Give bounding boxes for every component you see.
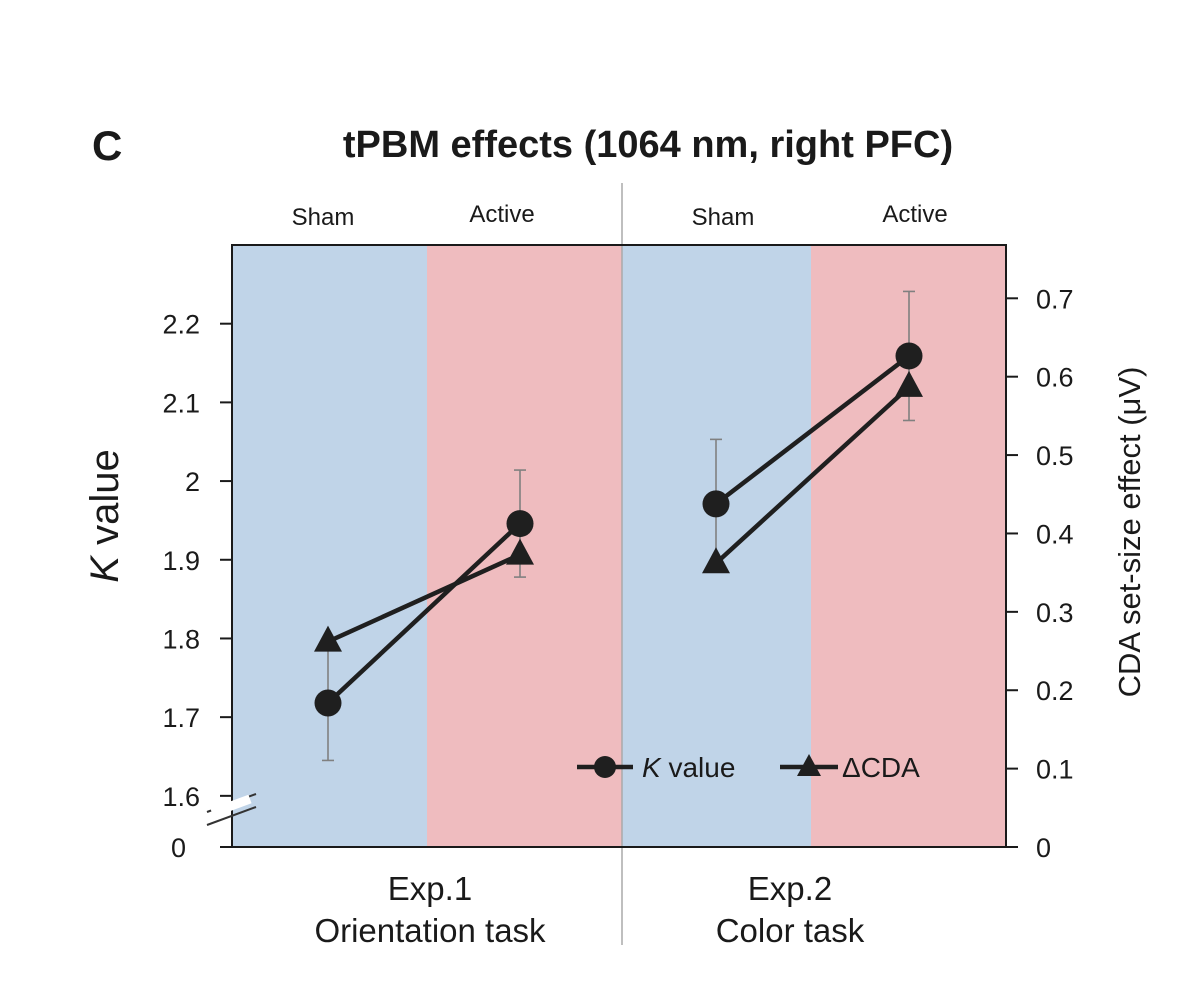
- k-value-line-exp1: [326, 521, 522, 705]
- right-axis-label: CDA set-size effect (μV): [1112, 367, 1147, 698]
- right-tick-label: 0: [1036, 833, 1051, 863]
- k-value-point-sham-exp1: [314, 689, 342, 717]
- cond-label-exp2-active: Active: [882, 201, 947, 228]
- k-value-line-exp2: [714, 354, 911, 506]
- k-value-point-sham-exp2: [702, 490, 730, 518]
- left-axis-label: K value: [83, 449, 127, 582]
- cda-point-active-exp2: [895, 370, 923, 397]
- left-tick-label: 2: [185, 467, 200, 497]
- cond-label-exp2-sham: Sham: [692, 204, 755, 231]
- left-tick-label-break: 0: [171, 833, 186, 863]
- bg-exp1-active: [427, 245, 622, 847]
- axes: 1.6 1.7 1.8 1.9 2 2.1 2.2 0 0 0.1 0.2 0.3 0.4 0.5 0.6 0…: [162, 244, 1074, 863]
- chart-title: tPBM effects (1064 nm, right PFC): [343, 124, 953, 166]
- group-label-exp2-line2: Color task: [716, 912, 865, 949]
- plot-frame: [231, 244, 1007, 848]
- legend-triangle-marker: [797, 754, 821, 776]
- axis-break-gap: [210, 794, 252, 818]
- data-series: [314, 290, 923, 762]
- cda-point-sham-exp2: [702, 547, 730, 574]
- group-label-exp2-line1: Exp.2: [748, 870, 832, 907]
- k-value-point-active-exp1: [506, 510, 534, 538]
- legend-circle-marker: [594, 756, 616, 778]
- legend: K value ΔCDA: [577, 752, 920, 783]
- left-tick-label: 1.6: [162, 782, 200, 812]
- left-tick-label: 2.1: [162, 388, 200, 418]
- axis-break-mark: [206, 806, 257, 826]
- left-tick-label: 2.2: [162, 310, 200, 340]
- cda-point-sham-exp1: [314, 625, 342, 652]
- bg-exp1-sham: [232, 245, 427, 847]
- right-tick-label: 0.2: [1036, 676, 1074, 706]
- left-tick-label: 1.9: [162, 546, 200, 576]
- panel-label: C: [92, 122, 122, 169]
- group-label-exp1-line2: Orientation task: [314, 912, 546, 949]
- cond-label-exp1-active: Active: [469, 201, 534, 228]
- left-tick-label: 1.8: [162, 624, 200, 654]
- legend-cda-label: ΔCDA: [842, 752, 920, 783]
- right-tick-label: 0.3: [1036, 598, 1074, 628]
- cda-line-exp1: [327, 552, 521, 644]
- right-tick-label: 0.6: [1036, 363, 1074, 393]
- right-tick-label: 0.7: [1036, 284, 1074, 314]
- cda-line-exp2: [714, 385, 911, 565]
- k-value-point-active-exp2: [895, 342, 923, 370]
- left-tick-label: 1.7: [162, 703, 200, 733]
- cond-label-exp1-sham: Sham: [292, 204, 355, 231]
- right-tick-label: 0.5: [1036, 441, 1074, 471]
- group-label-exp1-line1: Exp.1: [388, 870, 472, 907]
- right-tick-label: 0.1: [1036, 755, 1074, 785]
- cda-point-active-exp1: [506, 538, 534, 565]
- legend-k-value-label: K value: [642, 752, 735, 783]
- right-tick-label: 0.4: [1036, 519, 1074, 549]
